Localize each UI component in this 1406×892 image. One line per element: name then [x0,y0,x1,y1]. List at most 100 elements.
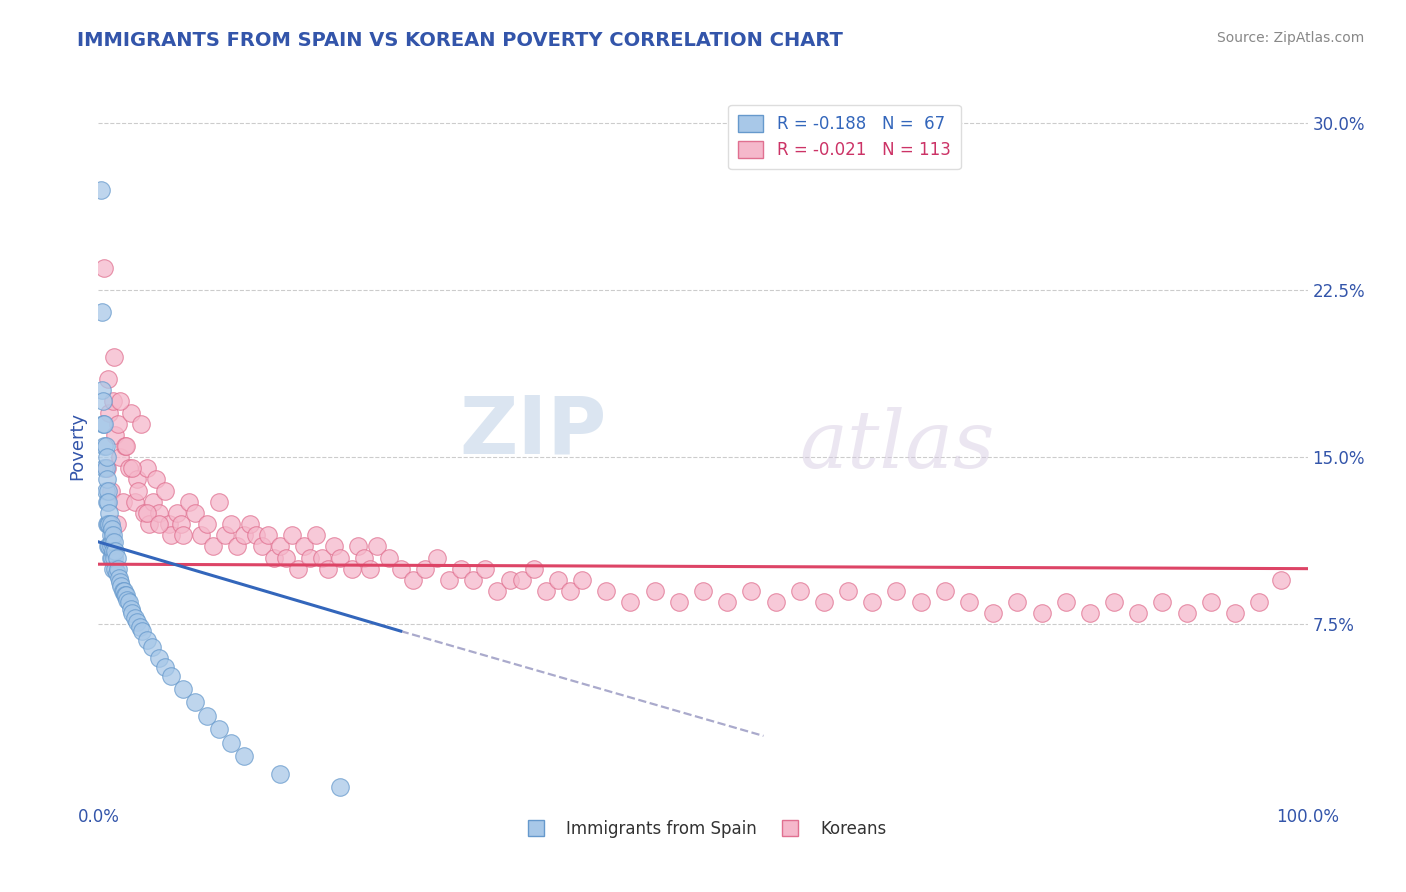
Point [98,405,121,419]
Point [981,607,1004,621]
Point [245,528,267,542]
Point [558,583,581,598]
Text: Source: ZipAtlas.com: Source: ZipAtlas.com [1216,31,1364,45]
Point [934,583,956,598]
Point [463,573,485,587]
Point [1223,607,1246,621]
Point [117,592,139,607]
Point [138,517,160,532]
Point [274,550,297,565]
Point [127,615,149,630]
Point [148,651,170,665]
Point [90,182,112,196]
Point [1102,595,1125,609]
Point [100,534,122,549]
Point [1270,573,1292,587]
Point [571,573,593,587]
Point [402,573,425,587]
Point [135,461,157,475]
Point [910,595,932,609]
Point [96,517,118,532]
Point [98,517,121,532]
Point [93,461,115,475]
Point [100,528,122,542]
Point [115,589,138,603]
Point [97,483,120,498]
Point [195,708,218,723]
Point [124,610,146,624]
Point [120,601,142,615]
Point [169,517,191,532]
Point [360,562,382,576]
Point [498,573,520,587]
Point [305,528,328,542]
Point [97,517,120,532]
Point [221,517,243,532]
Point [342,562,364,576]
Point [104,562,127,576]
Point [157,517,180,532]
Point [101,394,124,409]
Point [450,562,472,576]
Point [1175,607,1198,621]
Point [111,583,134,598]
Point [534,583,557,598]
Point [765,595,787,609]
Point [108,574,131,589]
Point [1007,595,1029,609]
Point [105,517,128,532]
Point [118,595,141,609]
Point [366,539,388,553]
Point [595,583,617,598]
Point [107,562,129,576]
Point [329,550,352,565]
Point [97,372,120,386]
Point [644,583,666,598]
Point [98,506,121,520]
Point [957,595,980,609]
Text: atlas: atlas [800,408,995,484]
Point [94,483,117,498]
Point [860,595,883,609]
Point [108,571,131,585]
Point [135,506,157,520]
Point [269,767,291,781]
Point [141,640,163,654]
Point [114,439,136,453]
Point [510,573,533,587]
Point [299,550,322,565]
Point [166,506,188,520]
Point [1054,595,1077,609]
Point [172,681,194,696]
Point [716,595,738,609]
Point [347,539,370,553]
Point [112,583,135,598]
Point [221,735,243,749]
Point [160,669,183,683]
Point [101,562,124,576]
Point [269,539,291,553]
Point [148,506,170,520]
Point [107,417,129,431]
Point [256,528,278,542]
Point [837,583,859,598]
Point [110,580,132,594]
Point [329,780,352,795]
Point [426,550,449,565]
Point [153,660,176,674]
Point [184,506,207,520]
Point [93,260,115,275]
Point [281,528,304,542]
Point [96,450,118,464]
Point [413,562,436,576]
Point [692,583,714,598]
Point [160,528,183,542]
Text: ZIP: ZIP [458,392,606,471]
Point [101,528,124,542]
Point [145,472,167,486]
Point [104,543,127,558]
Point [389,562,412,576]
Point [232,749,254,764]
Point [91,394,114,409]
Point [226,539,249,553]
